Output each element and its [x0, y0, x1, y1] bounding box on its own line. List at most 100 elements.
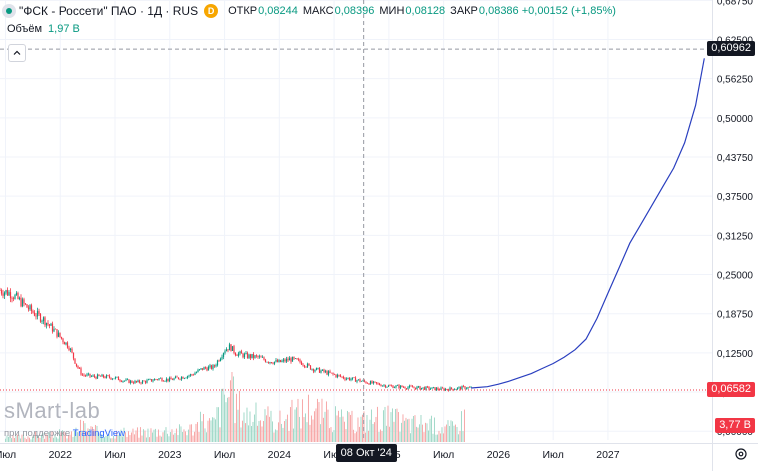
volume-bar [231, 372, 233, 442]
volume-bar [277, 422, 279, 442]
candle-body [449, 387, 451, 391]
candle-body [453, 389, 456, 391]
candle-body [183, 378, 186, 379]
tradingview-link[interactable]: TradingView [72, 428, 126, 439]
volume-bar [117, 435, 119, 442]
candle-body [129, 380, 132, 384]
volume-bar [367, 430, 369, 442]
candle-body [210, 365, 213, 369]
candle-body [219, 358, 222, 362]
crosshair-time-tag: 08 Окт '24 [335, 444, 397, 462]
volume-bar [264, 409, 266, 442]
collapse-legend-button[interactable] [8, 44, 26, 62]
ohlc-low-label: МИН [379, 5, 405, 17]
candle-body [402, 386, 405, 388]
symbol-title[interactable]: "ФСК - Россети" ПАО · 1Д · RUS [19, 4, 199, 18]
candle-body [24, 303, 27, 305]
candle-body [431, 387, 433, 389]
candle-body [137, 380, 139, 382]
candle-body [363, 380, 366, 382]
candle-body [375, 382, 378, 384]
volume-bar [289, 407, 291, 442]
volume-bar [201, 421, 203, 442]
volume-bar [205, 432, 207, 442]
price-axis: 0,000000,062500,125000,187500,250000,312… [712, 0, 754, 471]
volume-bar [202, 413, 204, 442]
candle-body [84, 375, 87, 376]
volume-bar [310, 415, 312, 442]
candle-body [218, 360, 220, 362]
volume-bar [123, 427, 125, 442]
volume-bar [366, 415, 368, 442]
volume-bar [181, 431, 183, 442]
y-tick-label: 0,43750 [717, 153, 754, 164]
volume-bar [247, 425, 249, 442]
volume-bar [64, 433, 66, 442]
candle-body [425, 386, 427, 390]
candle-body [335, 374, 337, 377]
candle-body [390, 385, 393, 387]
volume-bar [135, 430, 137, 442]
volume-bar [445, 424, 447, 442]
volume-bar [7, 436, 9, 442]
candle-body [198, 369, 201, 370]
candle-body [296, 358, 298, 360]
candle-body [209, 365, 211, 367]
volume-bar [348, 412, 350, 442]
last-price-tag: 0,06582 [707, 381, 755, 397]
candle-body [50, 323, 52, 326]
candle-body [146, 380, 148, 383]
ohlc-high: МАКС0,08396 [303, 5, 380, 17]
candle-body [182, 377, 184, 379]
candle-body [83, 374, 85, 376]
candle-body [306, 363, 309, 368]
candle-body [104, 377, 106, 378]
volume-bar [388, 426, 390, 442]
volume-bar [384, 406, 386, 442]
gear-icon[interactable] [734, 447, 748, 461]
volume-bar [228, 396, 230, 442]
volume-bar [334, 406, 336, 442]
volume-bar [364, 432, 366, 442]
volume-bar [120, 429, 122, 442]
candle-body [441, 387, 444, 389]
interval-badge[interactable]: D [204, 4, 219, 18]
candle-body [255, 355, 258, 357]
volume-bar [210, 420, 212, 442]
candle-body [246, 353, 249, 359]
volume-bar [28, 437, 30, 442]
volume-bar [453, 425, 455, 442]
ohlc-close: ЗАКР0,08386 +0,00152 (+1,85%) [450, 5, 621, 17]
volume-bar [168, 436, 170, 442]
candle-body [134, 380, 136, 384]
x-tick-label: 2026 [487, 449, 511, 461]
candle-body [371, 381, 373, 384]
candle-body [327, 371, 330, 375]
volume-bar [204, 428, 206, 442]
visibility-icon[interactable] [2, 4, 16, 18]
volume-bar [330, 427, 332, 442]
volume-bar [94, 424, 96, 442]
volume-bar [415, 426, 417, 442]
volume-bar [6, 435, 8, 442]
candle-body [42, 317, 45, 321]
volume-legend[interactable]: Объём 1,97 B [7, 23, 80, 35]
volume-bar [196, 422, 198, 442]
volume-bar [267, 406, 269, 442]
candle-body [237, 353, 240, 356]
x-tick-label: Июл [433, 449, 454, 461]
candle-body [354, 377, 357, 382]
volume-bar [189, 424, 191, 442]
volume-bars [4, 372, 465, 442]
candle-body [3, 292, 6, 296]
tradingview-credit[interactable]: при поддержке TradingView [4, 428, 125, 439]
candle-body [39, 314, 42, 322]
candle-body [122, 380, 124, 382]
volume-bar [400, 422, 402, 442]
ohlc-close-value: 0,08386 +0,00152 (+1,85%) [478, 5, 616, 17]
volume-bar [253, 414, 255, 442]
volume-bar [156, 436, 158, 442]
volume-bar [124, 432, 126, 442]
volume-bar [132, 428, 134, 442]
